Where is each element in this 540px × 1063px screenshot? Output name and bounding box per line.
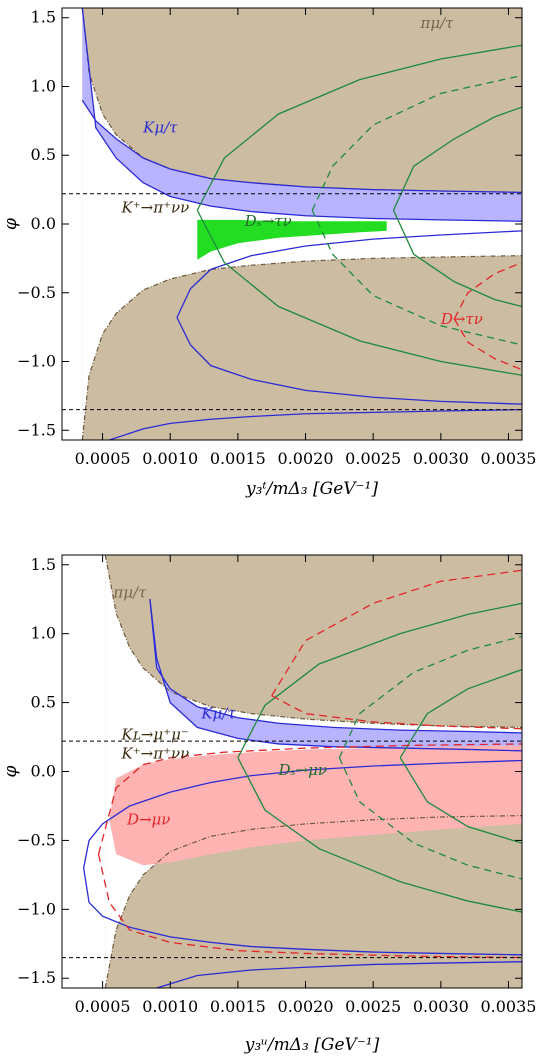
ds-solid-curve-upper [237, 602, 522, 759]
ds-solid-curve-lower [196, 209, 522, 376]
kaon-band [149, 599, 522, 751]
annotation-label: K⁺→π⁺νν [121, 745, 190, 763]
y-tick-label: −1.5 [17, 420, 56, 439]
annotation-label: Kμ/τ [142, 119, 178, 137]
y-tick-label: 0.5 [31, 693, 56, 712]
annotation-label: Dₛ→τν [244, 212, 292, 230]
blue-bottom-curve [109, 408, 522, 440]
x-axis-label: y₃ᵗ/mΔ₃ [GeV⁻¹] [245, 479, 378, 499]
annotation-label: Kμ/τ [200, 705, 236, 723]
x-tick-label: 0.0035 [480, 449, 536, 468]
blue-bottom-curve [156, 961, 522, 988]
blue-curve-lower [176, 317, 522, 405]
y-tick-label: −1.0 [17, 352, 56, 371]
kaon-band-lower-edge [81, 8, 522, 222]
x-tick-label: 0.0005 [75, 449, 131, 468]
x-tick-label: 0.0025 [345, 449, 401, 468]
annotation-label: πμ/τ [112, 583, 147, 601]
y-axis-label: φ [1, 218, 21, 230]
ds-dashed-curve-lower [338, 757, 522, 880]
x-tick-label: 0.0030 [413, 449, 469, 468]
ds-solid-curve-upper [196, 44, 522, 211]
annotation-label: Dₛ→μν [277, 761, 327, 779]
left-allowed-strip [62, 555, 106, 988]
x-tick-label: 0.0020 [278, 997, 334, 1016]
kaon-band-upper-edge [81, 99, 522, 194]
d-dashed-curve-lower [97, 854, 522, 959]
x-tick-label: 0.0010 [142, 449, 198, 468]
blue-curve-lower [83, 867, 522, 956]
ds-region [197, 219, 387, 260]
ds-solid-curve-upper [399, 668, 522, 759]
y-tick-label: 0.0 [31, 214, 56, 233]
y-tick-label: −1.5 [17, 968, 56, 987]
y-tick-label: 0.5 [31, 145, 56, 164]
x-tick-label: 0.0010 [142, 997, 198, 1016]
annotation-label: D→μν [126, 811, 170, 829]
d-dashed-curve-lower [453, 318, 522, 371]
x-tick-label: 0.0035 [480, 997, 536, 1016]
ds-dashed-curve-upper [338, 635, 522, 758]
y-tick-label: −0.5 [17, 283, 56, 302]
y-tick-label: 0.0 [31, 762, 56, 781]
x-tick-label: 0.0020 [278, 449, 334, 468]
y-tick-label: −0.5 [17, 830, 56, 849]
d-dashed-curve-upper [271, 569, 522, 697]
d-dashed-curve-upper [97, 743, 522, 855]
chart-top: 0.0005 0.0010 0.0015 0.0020 0.0025 0.0030 0.00… [1, 7, 536, 499]
annotation-label: D→τν [440, 310, 483, 328]
blue-curve-upper [176, 230, 522, 318]
x-tick-label: 0.0015 [210, 997, 266, 1016]
x-axis-label: y₃ᵘ/mΔ₃ [GeV⁻¹] [244, 1035, 380, 1055]
y-tick-label: 1.5 [31, 8, 56, 27]
ds-solid-curve-lower [392, 209, 522, 308]
x-tick-label: 0.0015 [210, 449, 266, 468]
d-dashed-curve-lower [271, 695, 522, 730]
ds-solid-curve-upper [392, 106, 522, 211]
y-axis-label: φ [1, 765, 21, 777]
plot-area [62, 555, 522, 988]
y-tick-label: −1.0 [17, 899, 56, 918]
left-allowed-strip [62, 8, 83, 440]
ds-solid-curve-lower [399, 757, 522, 844]
x-tick-label: 0.0005 [75, 997, 131, 1016]
y-tick-label: 1.5 [31, 555, 56, 574]
pion-boundary-lower [104, 815, 522, 988]
annotation-label: K⁺→π⁺νν [121, 198, 190, 216]
x-tick-label: 0.0025 [345, 997, 401, 1016]
x-tick-label: 0.0030 [413, 997, 469, 1016]
plot-area [62, 8, 522, 440]
blue-curve-upper [83, 759, 522, 869]
d-dashed-curve-upper [453, 261, 522, 320]
d-band [109, 745, 522, 866]
ds-dashed-curve-upper [311, 74, 522, 211]
y-tick-label: 1.0 [31, 76, 56, 95]
ds-dashed-curve-lower [311, 209, 522, 346]
kaon-band [82, 8, 522, 222]
ds-solid-curve-lower [237, 757, 522, 913]
chart-bottom: 0.0005 0.0010 0.0015 0.0020 0.0025 0.0030 0.00… [1, 554, 536, 1055]
annotation-label: Kʟ→μ⁺μ⁻ [121, 725, 189, 743]
pion-boundary-upper [104, 555, 522, 728]
y-tick-label: 1.0 [31, 624, 56, 643]
pion-boundary-lower [81, 255, 522, 440]
annotation-label: πμ/τ [420, 14, 455, 32]
